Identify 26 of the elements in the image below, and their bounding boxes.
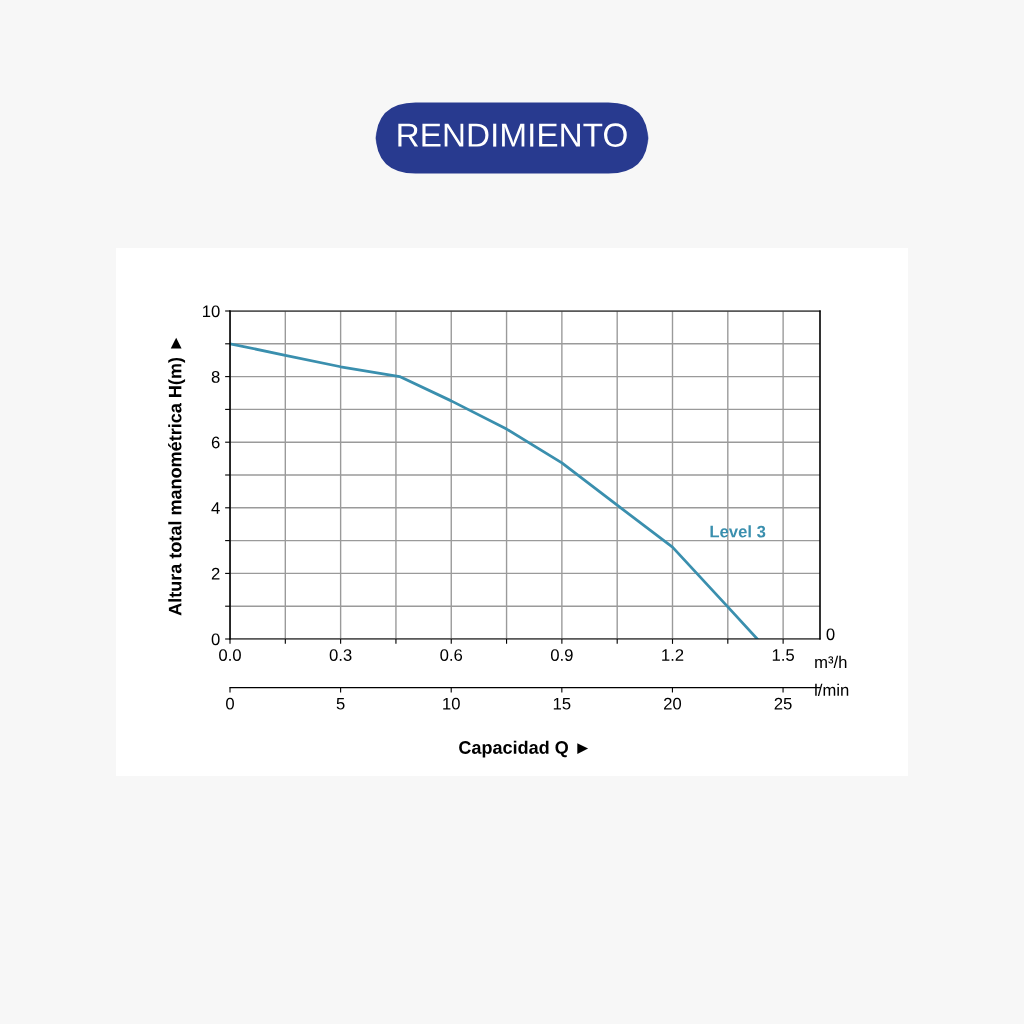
- y-tick-label: 8: [211, 371, 220, 383]
- x2-tick-label: 15: [553, 697, 571, 710]
- chart-title: RENDIMIENTO: [398, 123, 627, 147]
- text: Level 3: [710, 525, 766, 538]
- y-tick-label: 0: [211, 633, 220, 646]
- line-series: [230, 342, 759, 639]
- text: m³/h: [815, 655, 847, 669]
- y-tick-label: 4: [211, 502, 220, 514]
- y-axis-title: Altura total manométrica H(m) ►: [168, 337, 186, 616]
- x2-tick-label: 25: [774, 697, 792, 710]
- x2-tick-label: 20: [664, 697, 682, 710]
- text: 0: [826, 628, 835, 641]
- x-tick-label: 0.6: [440, 649, 463, 661]
- x2-tick-label: 0: [226, 697, 234, 710]
- x2-tick-label: 10: [443, 697, 460, 710]
- x-tick-label: 0.0: [219, 649, 241, 661]
- y-tick-label: 10: [203, 305, 220, 318]
- text: l/min: [815, 683, 849, 696]
- x2-tick-label: 5: [336, 697, 345, 710]
- x-axis-title: Capacidad Q ►: [459, 740, 589, 758]
- x-tick-label: 1.5: [772, 649, 795, 661]
- x-tick-label: 1.2: [662, 649, 684, 661]
- y-tick-label: 2: [211, 567, 220, 580]
- x-tick-label: 0.3: [329, 649, 352, 661]
- y-tick-label: 6: [211, 436, 220, 449]
- x-tick-label: 0.9: [550, 649, 573, 661]
